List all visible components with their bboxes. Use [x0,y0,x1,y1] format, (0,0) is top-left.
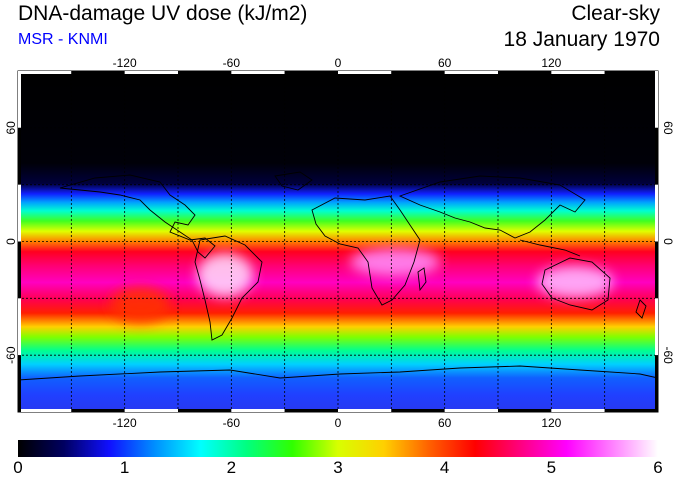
colorbar-tick-label: 6 [653,458,663,477]
frame-segment [284,409,338,412]
madagascar-coast [417,267,427,292]
colorbar-tick-label: 2 [226,458,237,477]
frame-segment [338,71,392,74]
indonesia-coast [519,239,581,257]
frame-segment [604,71,658,74]
colorbar-gradient [18,440,658,457]
frame-segment [18,298,21,356]
date-label: 18 January 1970 [503,28,660,51]
frame-segment [18,409,72,412]
frame-segment [231,409,285,412]
lat-tick-label: 60 [4,121,18,135]
lon-tick-label: 0 [335,56,342,70]
frame-segment [655,298,658,356]
lon-labels-bottom: -120 -60 0 60 120 [113,416,562,430]
frame-segment [655,71,658,128]
south-america-coast [194,235,263,341]
frame-segment [18,184,21,242]
lon-tick-label: -60 [223,56,241,70]
colorbar-tick-label: 0 [13,458,23,477]
frame-segment [124,71,178,74]
frame-segment [391,409,445,412]
greenland-coast [274,171,313,191]
coastlines [18,171,658,381]
sky-condition-label: Clear-sky [571,2,660,25]
graticule [18,71,658,412]
frame-segment [655,241,658,299]
lat-tick-label: -60 [661,346,675,364]
lat-labels-left: 60 0 -60 [4,121,18,364]
lat-tick-label: 0 [4,238,18,245]
australia-coast [541,257,611,311]
frame-segment [284,71,338,74]
uv-dose-map: -120 -60 0 60 120 -120 -60 0 60 120 60 0 -60 60 0 -6… [4,56,675,430]
uv-hotspot [537,266,613,298]
colorbar-tick-label: 5 [546,458,557,477]
frame-segment [178,409,232,412]
frame-segment [18,71,21,128]
lat-tick-label: 60 [661,121,675,135]
frame-segment [655,355,658,412]
map-title: DNA-damage UV dose (kJ/m2) [18,2,308,25]
asia-coast [398,175,586,239]
frame-segment [391,71,445,74]
frame-segment [655,184,658,242]
lat-tick-label: -60 [4,346,18,364]
lat-tick-label: 0 [661,238,675,245]
frame-segment [444,409,498,412]
colorbar-tick-label: 3 [333,458,343,477]
lat-labels-right: 60 0 -60 [661,121,675,364]
colorbar-tick-label: 4 [439,458,450,477]
frame-segment [18,241,21,299]
lon-tick-label: 60 [438,56,452,70]
north-america-coast [59,174,216,259]
frame-segment [498,409,552,412]
colorbar-tick-label: 1 [119,458,130,477]
uv-hotspot [350,248,440,276]
lon-tick-label: 120 [541,416,561,430]
frame-segment [604,409,658,412]
frame-segment [71,409,125,412]
frame-segment [231,71,285,74]
lon-tick-label: -60 [223,416,241,430]
frame-segment [551,71,605,74]
africa-europe-coast [311,195,421,306]
frame-segment [444,71,498,74]
lon-tick-label: 120 [541,56,561,70]
frame-segment [498,71,552,74]
frame-segment [338,409,392,412]
lon-tick-label: 0 [335,416,342,430]
frame-segment [124,409,178,412]
lon-tick-label: -120 [113,56,137,70]
lon-tick-label: -120 [113,416,137,430]
antarctica-coast [18,365,658,381]
source-label: MSR - KNMI [18,31,108,48]
frame-segment [551,409,605,412]
colorbar [18,440,658,457]
frame-segment [18,127,21,185]
uv-hotspot [197,253,253,297]
frame-segment [18,71,72,74]
lon-tick-label: 60 [438,416,452,430]
uv-hotspot [110,287,170,323]
frame-segment [178,71,232,74]
frame-segment [18,355,21,412]
new-zealand-coast [635,299,647,319]
lon-labels-top: -120 -60 0 60 120 [113,56,562,70]
frame-segment [655,127,658,185]
frame-ticks [18,71,658,412]
frame-segment [71,71,125,74]
